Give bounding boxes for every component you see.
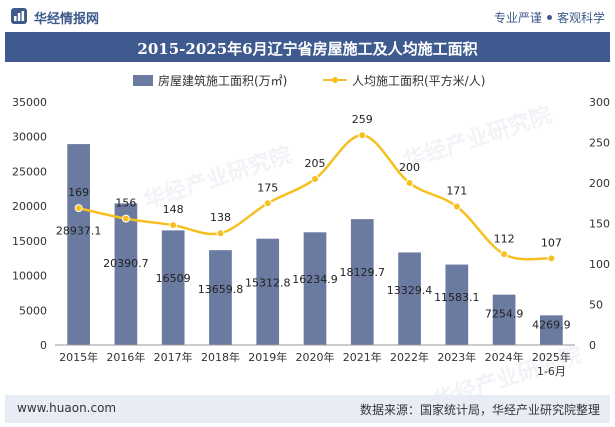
footer-url[interactable]: www.huaon.com — [17, 401, 117, 415]
right-axis: 0 50 100 150 200 250 300 — [589, 96, 610, 352]
bar — [256, 238, 280, 345]
bar-value-label: 16509 — [156, 272, 191, 285]
line-value-label: 175 — [257, 181, 278, 194]
x-tick-label: 2022年 — [390, 350, 429, 364]
left-tick-label: 10000 — [12, 270, 47, 283]
bar — [492, 294, 516, 345]
line-value-label: 148 — [163, 203, 184, 216]
bar — [350, 219, 374, 345]
right-tick-label: 300 — [589, 96, 610, 109]
x-tick-label: 2016年 — [106, 350, 145, 364]
x-tick-label: 2018年 — [201, 350, 240, 364]
right-tick-label: 0 — [589, 339, 596, 352]
bar-value-label: 4269.9 — [532, 319, 571, 332]
legend-bar-label: 房屋建筑施工面积(万㎡) — [158, 73, 287, 88]
line-value-label: 259 — [352, 113, 373, 126]
bar-series — [67, 144, 563, 345]
bar — [67, 144, 90, 345]
data-source: 数据来源：国家统计局，华经产业研究院整理 — [359, 403, 600, 417]
x-tick-label: 2017年 — [154, 350, 193, 364]
line-point — [121, 214, 130, 223]
bar — [540, 315, 563, 345]
bar — [209, 250, 232, 345]
bar-value-label: 20390.7 — [103, 257, 149, 270]
line-value-label: 169 — [68, 186, 89, 199]
left-tick-label: 35000 — [12, 96, 47, 109]
bar-value-label: 16234.9 — [292, 273, 338, 286]
legend-line-label: 人均施工面积(平方米/人) — [352, 73, 485, 88]
left-axis: 0 5000 10000 15000 20000 25000 30000 35000 — [12, 96, 47, 352]
slogan: 专业严谨 客观科学 — [494, 9, 605, 26]
line-point — [311, 174, 319, 183]
x-tick-label: 2024年 — [485, 350, 524, 364]
brand-name: 华经情报网 — [34, 12, 100, 27]
line-point — [358, 131, 367, 140]
logo-icon — [11, 8, 27, 24]
title-bar: 2015-2025年6月辽宁省房屋施工及人均施工面积 — [5, 32, 610, 62]
bar-value-label: 28937.1 — [56, 225, 102, 238]
footer: www.huaon.com 数据来源：国家统计局，华经产业研究院整理 — [5, 395, 610, 423]
bar-value-label: 7254.9 — [485, 307, 524, 320]
line-value-label: 138 — [210, 211, 231, 224]
x-axis: 2015年 2016年 2017年 2018年 2019年 2020年 2021年 2022年… — [55, 344, 575, 378]
line-value-label: 171 — [446, 184, 467, 197]
bar — [445, 264, 469, 345]
right-tick-label: 50 — [589, 299, 603, 312]
line-value-label: 156 — [115, 197, 136, 210]
left-tick-label: 25000 — [12, 165, 47, 178]
slogan-right: 客观科学 — [556, 11, 605, 25]
slogan-left: 专业严谨 — [493, 11, 542, 25]
right-tick-label: 250 — [589, 137, 610, 150]
bar-value-label: 13659.8 — [198, 283, 244, 296]
x-tick-label: 2019年 — [248, 350, 287, 364]
line-point — [452, 202, 461, 211]
bar — [303, 232, 327, 345]
line-series — [74, 131, 556, 263]
bar-value-label: 13329.4 — [387, 284, 433, 297]
x-tick-label: 2021年 — [343, 350, 382, 364]
line-point — [405, 179, 414, 187]
line-point — [500, 250, 509, 259]
legend-line-marker — [332, 77, 338, 83]
bar — [114, 203, 138, 345]
line-value-label: 107 — [541, 236, 562, 249]
left-tick-label: 20000 — [12, 200, 47, 213]
left-tick-label: 15000 — [12, 235, 47, 248]
bar — [161, 230, 185, 345]
right-tick-label: 100 — [589, 258, 610, 271]
top-bar: 华经情报网 专业严谨 客观科学 — [0, 0, 615, 32]
legend: 房屋建筑施工面积(万㎡) 人均施工面积(平方米/人) — [133, 73, 485, 88]
x-tick-label: 2015年 — [59, 350, 98, 364]
line-point — [169, 221, 178, 230]
combo-chart: 房屋建筑施工面积(万㎡) 人均施工面积(平方米/人) 05000100001500… — [12, 73, 610, 378]
right-tick-label: 200 — [589, 177, 610, 190]
line-point — [263, 199, 272, 208]
line-value-label: 112 — [494, 232, 515, 245]
left-tick-label: 30000 — [12, 131, 47, 144]
line-value-label: 200 — [399, 161, 420, 174]
bar-labels: 28937.1 20390.7 16509 13659.8 15312.8 16234.9… — [56, 225, 571, 332]
x-tick-label: 2025年 1-6月 — [532, 350, 571, 378]
right-tick-label: 150 — [589, 218, 610, 231]
line-point — [74, 204, 83, 213]
legend-bar-swatch — [133, 75, 153, 86]
bar-value-label: 15312.8 — [245, 277, 291, 290]
left-tick-label: 5000 — [19, 304, 47, 317]
line-value-label: 205 — [305, 157, 326, 170]
line-labels: 169 156 148 138 175 205 259 200 171 112 107 — [68, 113, 562, 249]
x-tick-label: 2023年 — [437, 350, 476, 364]
line-point — [547, 254, 556, 263]
bar-value-label: 18129.7 — [340, 266, 386, 279]
left-tick-label: 0 — [40, 339, 47, 352]
chart-title: 2015-2025年6月辽宁省房屋施工及人均施工面积 — [137, 40, 478, 58]
bar-value-label: 11583.1 — [434, 291, 480, 304]
x-tick-label: 2020年 — [296, 350, 335, 364]
line-point — [216, 229, 225, 238]
bar — [398, 252, 421, 345]
slogan-dot-icon — [546, 15, 552, 20]
